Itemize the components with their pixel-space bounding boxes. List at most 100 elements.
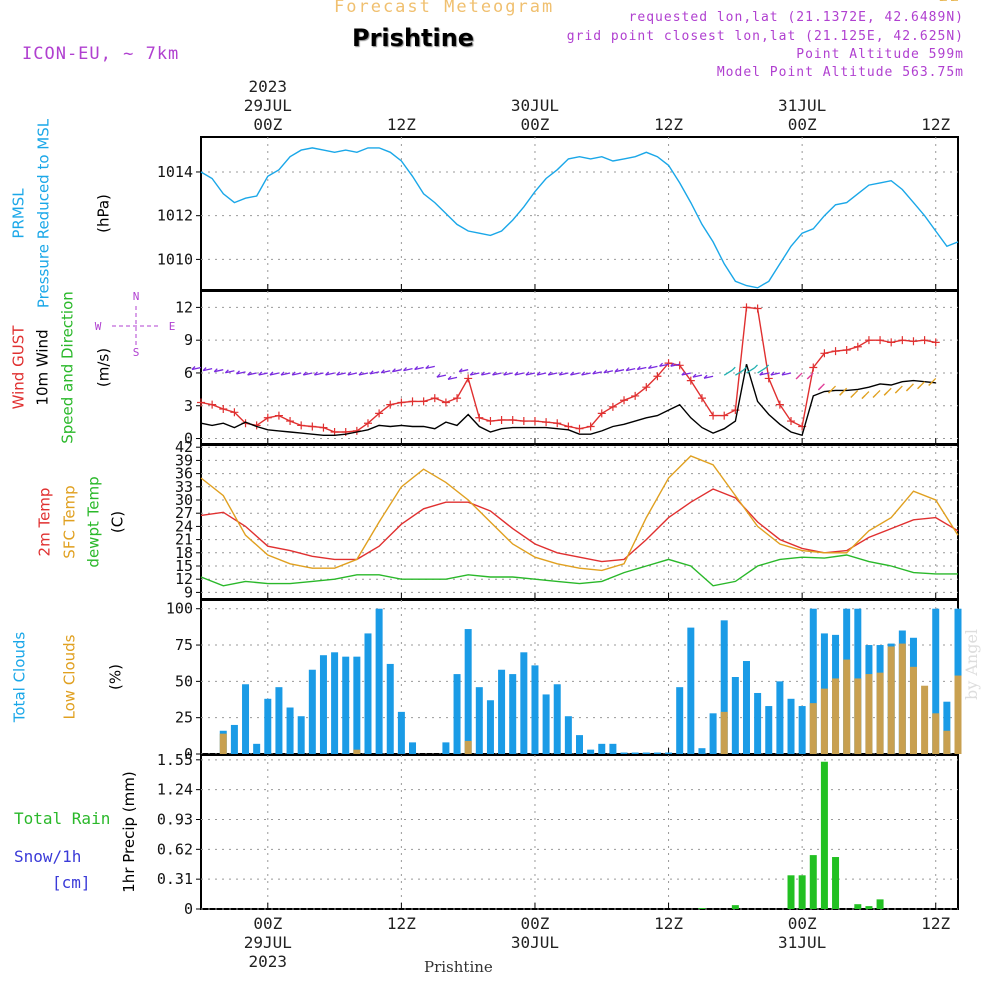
clouds-bar bbox=[397, 711, 405, 754]
wind-arrow-head bbox=[928, 381, 933, 386]
gust-marker bbox=[386, 400, 395, 409]
y-tick-label: 0 bbox=[184, 745, 193, 763]
precip-bar bbox=[698, 908, 706, 909]
wind-arrow-head bbox=[347, 371, 352, 376]
wind-arrow bbox=[392, 369, 402, 373]
panel-frame-temperature bbox=[200, 444, 959, 600]
y-tick-label: 21 bbox=[175, 531, 193, 549]
temperature-line-dewpt-temp bbox=[200, 554, 958, 587]
time-label-top: 30JUL bbox=[511, 96, 559, 115]
y-tick-label: 1012 bbox=[157, 207, 193, 225]
wind-arrow-head bbox=[469, 371, 474, 376]
clouds-bar bbox=[475, 687, 483, 754]
temperature-line-2m-temp bbox=[200, 488, 959, 563]
wind-arrow-head bbox=[906, 387, 910, 392]
wind-arrow-head bbox=[514, 371, 519, 376]
y-tick-label: 50 bbox=[175, 672, 193, 690]
wind-arrow-head bbox=[269, 371, 274, 376]
gust-marker bbox=[297, 421, 306, 430]
wind-arrow bbox=[570, 372, 580, 376]
clouds-bar bbox=[275, 687, 283, 754]
clouds-bar bbox=[576, 735, 583, 754]
wind-arrow-head bbox=[731, 366, 736, 371]
clouds-bar bbox=[509, 674, 517, 754]
clouds-bar bbox=[242, 684, 250, 754]
compass-e: E bbox=[169, 320, 176, 333]
panel-frame-pressure bbox=[200, 136, 959, 291]
gust-marker bbox=[208, 400, 217, 409]
wind-arrow-head bbox=[236, 370, 240, 375]
precip-bar bbox=[787, 875, 795, 909]
wind-arrow-head bbox=[625, 367, 630, 372]
gust-marker bbox=[408, 397, 417, 406]
wind-arrow-head bbox=[558, 371, 563, 376]
gust-marker bbox=[876, 336, 885, 345]
wind-arrow bbox=[525, 372, 536, 376]
time-label-bottom: 12Z bbox=[387, 914, 416, 933]
wind-arrow bbox=[514, 372, 524, 376]
y-tick-label: 6 bbox=[184, 364, 193, 382]
time-label-top: 12Z bbox=[654, 115, 683, 134]
time-label-bottom: 30JUL bbox=[511, 933, 559, 952]
clouds-bar bbox=[631, 752, 639, 754]
gust-marker bbox=[608, 402, 617, 411]
clouds-bar bbox=[297, 716, 305, 754]
chart-title: Forecast Meteogram bbox=[334, 0, 555, 17]
wind-arrow-head bbox=[850, 393, 855, 398]
clouds-bar bbox=[820, 688, 828, 754]
wind-arrow-head bbox=[202, 367, 207, 372]
wind-line-wind-gust bbox=[200, 306, 936, 433]
wind-arrow-head bbox=[828, 389, 833, 394]
model-point-altitude: Model Point Altitude 563.75m bbox=[716, 65, 964, 80]
clouds-bar bbox=[742, 661, 750, 754]
gust-marker bbox=[842, 346, 851, 355]
clouds-bar bbox=[230, 724, 238, 754]
wind-arrow-head bbox=[894, 389, 899, 394]
y-tick-label: 12 bbox=[175, 298, 193, 316]
gust-marker bbox=[230, 408, 239, 417]
axis-label: Speed and Direction bbox=[59, 291, 77, 444]
clouds-bar bbox=[264, 698, 272, 754]
compass-s: S bbox=[133, 346, 140, 359]
y-tick-label: 0.93 bbox=[157, 810, 193, 828]
time-label-bottom: 12Z bbox=[654, 914, 683, 933]
axis-label: Low Clouds bbox=[61, 634, 79, 719]
clouds-bar bbox=[308, 669, 316, 754]
y-tick-label: 9 bbox=[184, 583, 193, 601]
y-tick-label: 36 bbox=[175, 465, 193, 483]
clouds-bar bbox=[375, 608, 383, 754]
wind-arrow-head bbox=[313, 371, 318, 376]
gust-marker bbox=[653, 372, 662, 381]
wind-arrow bbox=[280, 372, 291, 376]
gust-marker bbox=[753, 304, 762, 313]
gust-marker bbox=[853, 342, 862, 351]
clouds-bar bbox=[809, 608, 817, 754]
wind-arrow-head bbox=[781, 371, 786, 376]
gust-marker bbox=[497, 415, 506, 424]
wind-arrow bbox=[269, 372, 280, 376]
clouds-bar bbox=[932, 608, 940, 754]
clouds-bar bbox=[464, 740, 472, 754]
wind-arrow bbox=[347, 372, 357, 376]
wind-arrow-head bbox=[603, 369, 608, 374]
gust-marker bbox=[197, 398, 205, 407]
gust-marker bbox=[308, 422, 317, 431]
gust-marker bbox=[809, 363, 818, 372]
y-tick-label: 0.62 bbox=[157, 840, 193, 858]
time-label-top: 00Z bbox=[521, 115, 550, 134]
gust-marker bbox=[375, 409, 384, 418]
wind-arrow bbox=[614, 369, 625, 373]
gust-marker bbox=[864, 336, 873, 345]
y-tick-label: 33 bbox=[175, 478, 193, 496]
y-tick-label: 12 bbox=[175, 570, 193, 588]
wind-arrow bbox=[723, 369, 733, 376]
wind-arrow bbox=[603, 370, 614, 374]
y-tick-label: 75 bbox=[175, 636, 193, 654]
wind-arrow-head bbox=[436, 373, 441, 378]
wind-arrow bbox=[403, 367, 413, 372]
clouds-bar bbox=[642, 752, 650, 754]
clouds-bar bbox=[531, 665, 539, 754]
gust-marker bbox=[586, 422, 595, 431]
wind-arrow bbox=[681, 372, 691, 376]
axis-label: (C) bbox=[109, 511, 127, 533]
